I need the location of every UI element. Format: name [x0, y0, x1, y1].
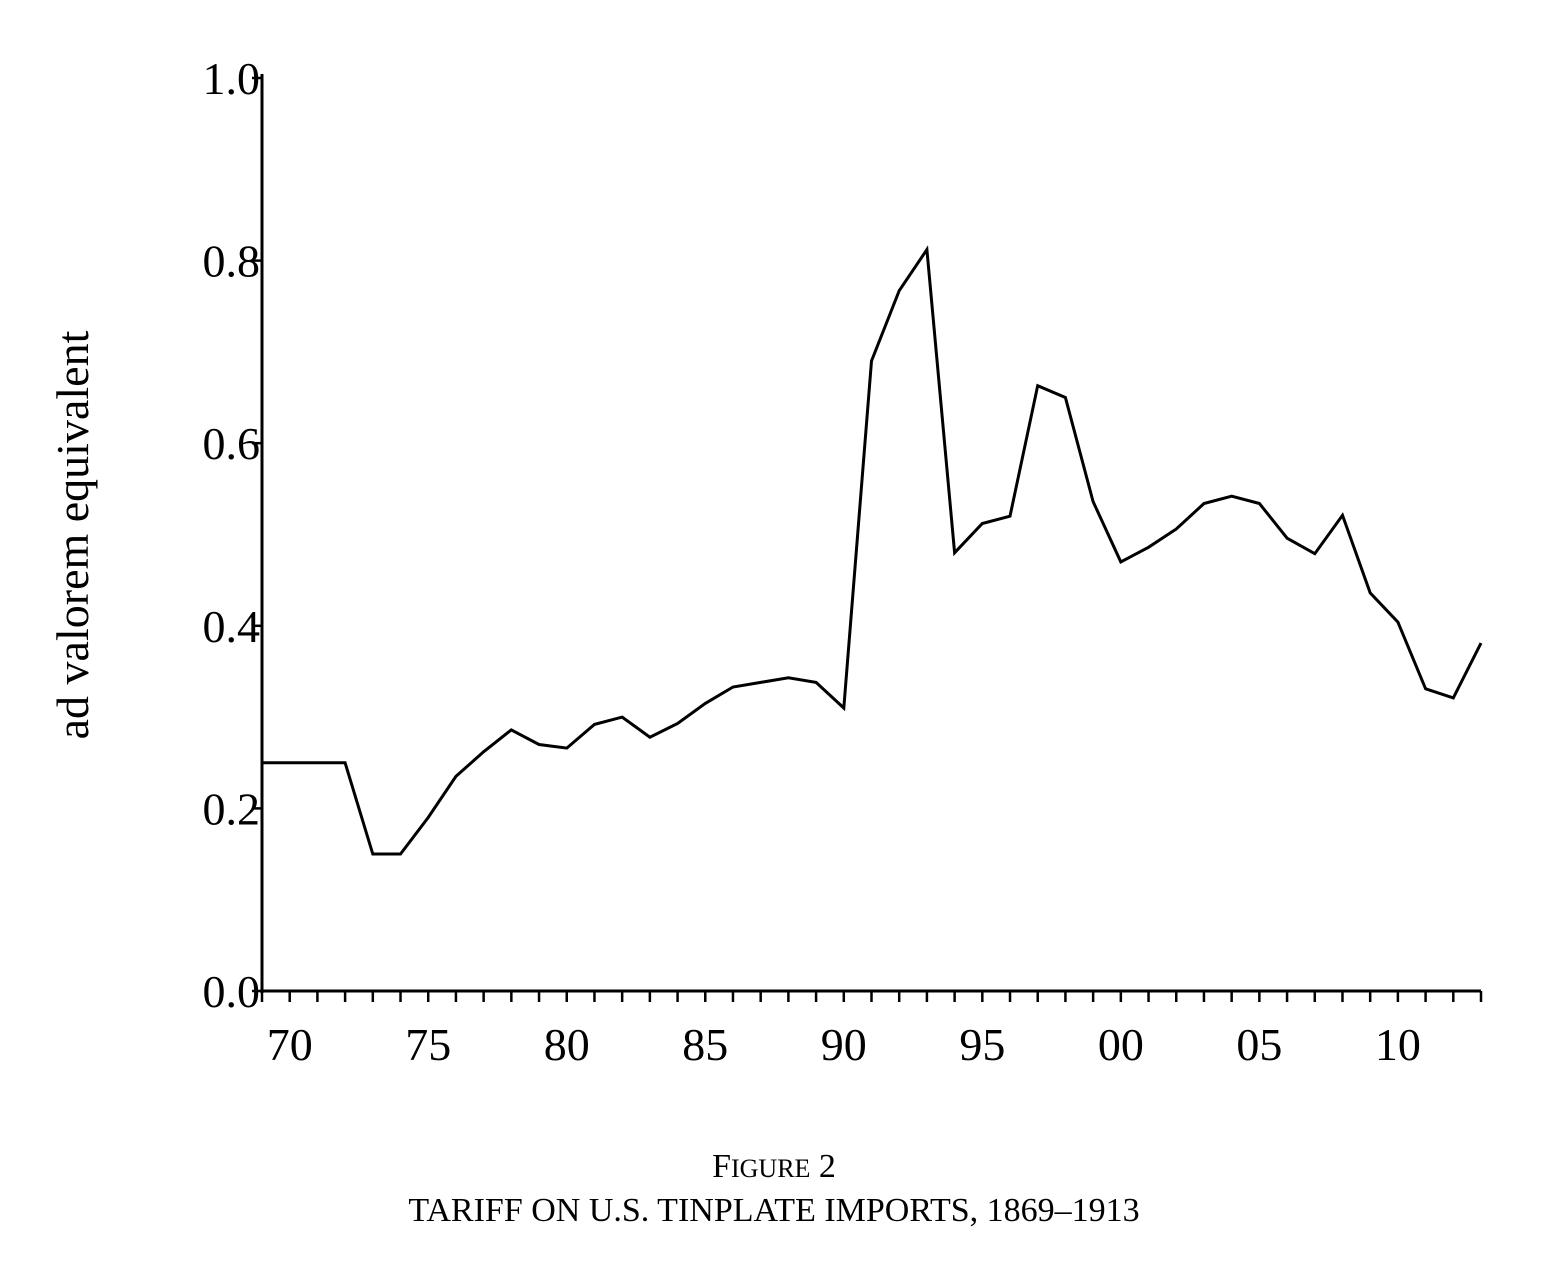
y-tick-label: 0.4: [203, 601, 261, 652]
figure-label: FIGURE 2: [0, 1148, 1548, 1186]
figure-label-rest: IGURE: [730, 1154, 811, 1183]
y-tick-label: 0.0: [203, 966, 261, 1017]
x-tick-label: 90: [821, 1019, 867, 1070]
y-tick-label: 0.6: [203, 418, 261, 469]
y-tick-label: 0.2: [203, 783, 261, 834]
x-tick-label: 75: [405, 1019, 451, 1070]
x-tick-label: 05: [1236, 1019, 1282, 1070]
x-tick-label: 80: [544, 1019, 590, 1070]
figure-label-initial: F: [712, 1148, 731, 1185]
x-tick-label: 00: [1098, 1019, 1144, 1070]
series-group: [262, 245, 1483, 856]
figure-title: TARIFF ON U.S. TINPLATE IMPORTS, 1869–19…: [408, 1192, 1140, 1229]
x-axis: 70 75 80 85 90 95 00 05 10: [260, 989, 1483, 1070]
figure-number: 2: [818, 1148, 836, 1185]
y-tick-label: 1.0: [203, 53, 261, 104]
series-line: [262, 245, 1483, 856]
x-tick-label: 85: [682, 1019, 728, 1070]
x-tick-label: 10: [1375, 1019, 1421, 1070]
y-axis: 0.0 0.2 0.4 0.6 0.8 1.0: [203, 53, 264, 1017]
y-axis-title: ad valorem equivalent: [47, 330, 98, 739]
y-tick-label: 0.8: [203, 236, 261, 287]
x-tick-label: 70: [267, 1019, 313, 1070]
x-tick-label: 95: [959, 1019, 1005, 1070]
